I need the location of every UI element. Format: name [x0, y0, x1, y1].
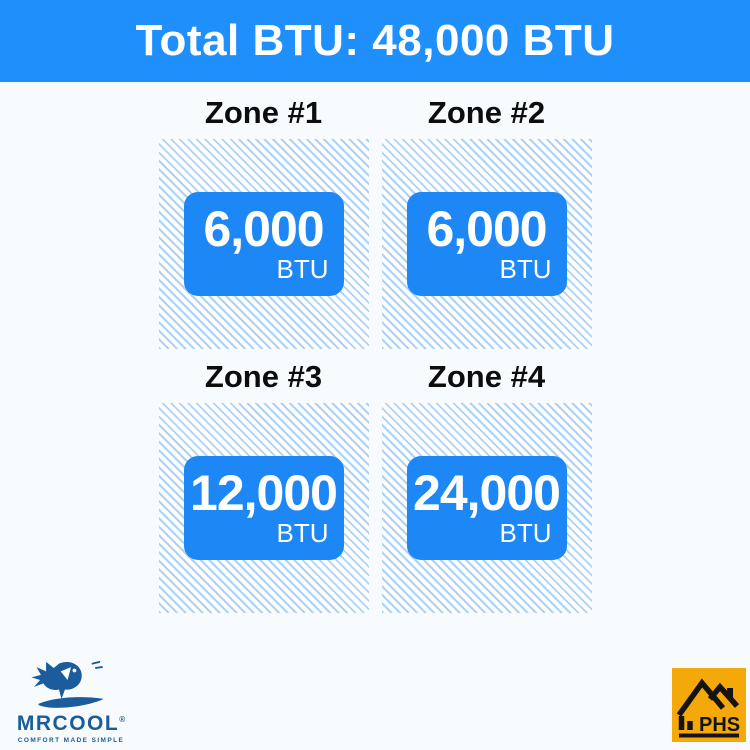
- btu-value: 24,000: [413, 465, 561, 522]
- registered-trademark-symbol: ®: [119, 715, 126, 724]
- mrcool-logo: MRCOOL® COMFORT MADE SIMPLE: [14, 659, 128, 744]
- zones-grid: Zone #1 6,000 BTU Zone #2 6,000 BTU Zone…: [0, 82, 750, 613]
- btu-value: 6,000: [426, 201, 547, 258]
- zone-card-3: Zone #3 12,000 BTU: [158, 358, 369, 613]
- btu-value: 12,000: [190, 465, 338, 522]
- zone-title: Zone #4: [427, 359, 546, 394]
- mrcool-wordmark-text: MRCOOL: [16, 712, 120, 735]
- header-banner: Total BTU: 48,000 BTU: [0, 0, 750, 82]
- zone-card-2: Zone #2 6,000 BTU: [381, 94, 592, 349]
- btu-chip: 24,000 BTU: [406, 456, 567, 560]
- zone-card-4: Zone #4 24,000 BTU: [381, 358, 592, 613]
- btu-chip: 6,000 BTU: [406, 192, 567, 296]
- mrcool-penguin-icon: [31, 660, 104, 708]
- btu-unit: BTU: [276, 518, 329, 549]
- mrcool-wordmark: MRCOOL®: [17, 713, 125, 734]
- btu-chip: 12,000 BTU: [183, 456, 344, 560]
- total-btu-title: Total BTU: 48,000 BTU: [135, 16, 615, 65]
- btu-value: 6,000: [203, 201, 324, 258]
- zone-title: Zone #2: [427, 95, 546, 130]
- btu-unit: BTU: [499, 254, 552, 285]
- zone-hatch-area: 6,000 BTU: [381, 139, 592, 349]
- zone-hatch-area: 6,000 BTU: [158, 139, 369, 349]
- btu-chip: 6,000 BTU: [183, 192, 344, 296]
- zone-hatch-area: 12,000 BTU: [158, 403, 369, 613]
- btu-unit: BTU: [276, 254, 329, 285]
- btu-unit: BTU: [499, 518, 552, 549]
- zone-card-1: Zone #1 6,000 BTU: [158, 94, 369, 349]
- zone-title: Zone #3: [204, 359, 323, 394]
- zone-title: Zone #1: [204, 95, 323, 130]
- phs-logo: PHS: [672, 668, 746, 742]
- zone-hatch-area: 24,000 BTU: [381, 403, 592, 613]
- mrcool-tagline: COMFORT MADE SIMPLE: [17, 737, 125, 744]
- phs-house-icon: PHS: [676, 678, 740, 738]
- phs-label: PHS: [699, 714, 740, 736]
